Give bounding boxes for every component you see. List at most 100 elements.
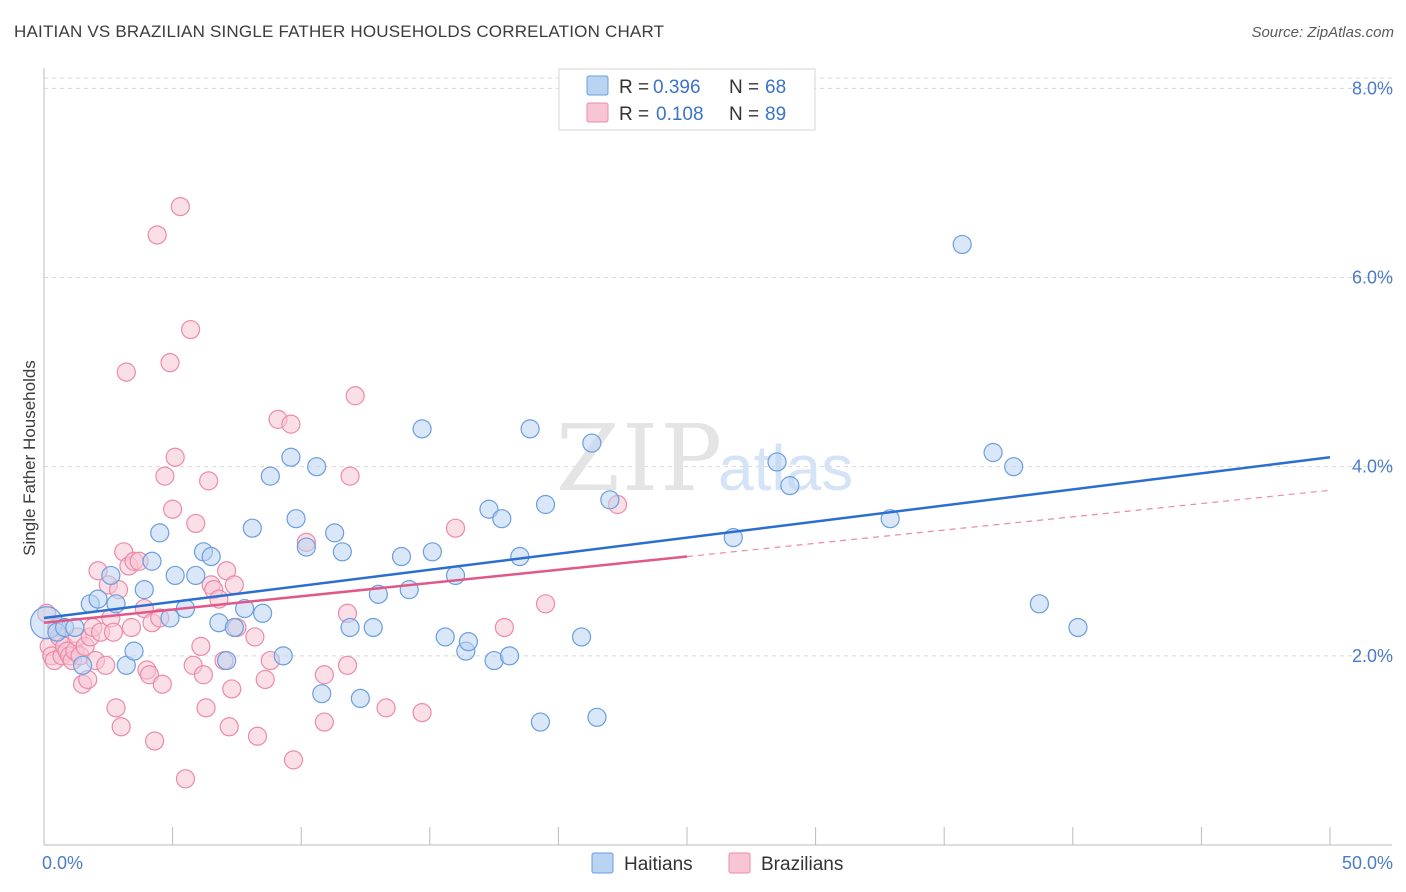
gridlines [44,77,1392,657]
point-haitians [201,546,221,567]
point-brazilians [139,665,160,685]
watermark-zip: ZIP [556,405,724,512]
point-brazilians [376,698,396,718]
legend-n-label-brazilians: N = [729,104,759,125]
point-haitians [767,452,787,472]
point-haitians [1004,457,1024,477]
bottom-legend-swatch-haitians [591,852,614,874]
point-brazilians [160,353,180,373]
point-haitians [479,499,499,519]
point-haitians [273,646,293,666]
point-haitians [582,433,602,453]
legend-swatch-haitians [586,75,609,96]
y-tick-label: 6.0% [1352,268,1393,288]
point-brazilians [116,362,136,382]
point-haitians [391,546,412,567]
point-haitians [492,509,512,529]
legend-n-value-brazilians: 89 [765,104,786,125]
point-brazilians [283,750,304,770]
point-haitians [422,542,442,562]
point-haitians [260,466,280,486]
data-points [29,196,1088,789]
point-haitians [1068,617,1088,638]
point-brazilians [494,617,514,638]
chart-title: HAITIAN VS BRAZILIAN SINGLE FATHER HOUSE… [14,22,665,41]
point-haitians [340,617,360,638]
y-axis-label: Single Father Households [20,360,39,556]
point-brazilians [412,702,432,723]
point-haitians [499,646,520,666]
point-haitians [165,565,185,586]
point-haitians [286,509,306,529]
point-haitians [780,476,800,496]
y-tick-label: 2.0% [1352,646,1393,666]
point-haitians [101,565,121,586]
point-brazilians [193,665,214,685]
point-haitians [535,494,556,515]
point-haitians [530,712,550,732]
point-haitians [253,603,273,623]
point-brazilians [106,698,126,718]
point-brazilians [191,636,211,656]
point-brazilians [314,712,334,732]
point-brazilians [175,769,196,789]
x-tick-label-min: 0.0% [42,853,83,873]
point-brazilians [152,674,172,694]
point-haitians [124,641,144,661]
y-tick-labels: 2.0% 4.0% 6.0% 8.0% [1352,78,1393,665]
point-haitians [150,523,170,543]
point-haitians [281,447,301,467]
correlation-legend: R = 0.396 N = 68 R = 0.108 N = 89 [558,68,816,131]
point-brazilians [144,731,165,751]
legend-r-value-haitians: 0.396 [653,77,701,98]
point-brazilians [224,575,244,595]
series-legend: Haitians Brazilians [591,852,843,875]
point-brazilians [340,466,360,486]
point-brazilians [196,698,216,718]
point-haitians [412,419,432,439]
point-brazilians [281,414,301,434]
point-brazilians [535,594,556,614]
point-brazilians [219,717,239,737]
point-brazilians [163,499,183,519]
point-brazilians [181,319,201,340]
point-haitians [332,542,352,562]
axes [43,68,1392,846]
point-brazilians [445,518,466,538]
bottom-legend-haitians: Haitians [624,854,693,875]
point-brazilians [345,386,365,406]
trend-lines [43,455,1331,624]
point-brazilians [245,627,265,647]
point-haitians [88,589,108,609]
point-haitians [160,608,180,628]
point-brazilians [96,655,116,675]
point-haitians [587,707,607,727]
point-haitians [983,442,1003,463]
point-haitians [186,565,206,586]
point-brazilians [314,665,334,685]
point-haitians [363,617,383,638]
trend-line-haitians [43,455,1331,620]
legend-swatch-brazilians [586,102,609,123]
point-brazilians [155,466,175,486]
point-haitians [952,234,972,255]
point-haitians [520,419,540,439]
point-haitians [242,518,262,538]
point-brazilians [165,447,185,467]
point-haitians [1029,594,1049,614]
legend-n-value-haitians: 68 [765,77,786,98]
point-haitians [458,632,478,652]
point-haitians [235,598,255,619]
point-haitians [571,627,592,647]
legend-n-label-haitians: N = [729,77,759,98]
point-haitians [134,580,154,600]
point-brazilians [337,655,358,675]
point-brazilians [255,669,275,690]
point-haitians [312,684,332,704]
watermark: ZIP atlas [556,405,853,512]
point-brazilians [103,622,124,642]
legend-r-label-brazilians: R = [619,104,649,125]
chart-source: Source: ZipAtlas.com [1251,24,1394,41]
y-tick-label: 4.0% [1352,457,1393,477]
